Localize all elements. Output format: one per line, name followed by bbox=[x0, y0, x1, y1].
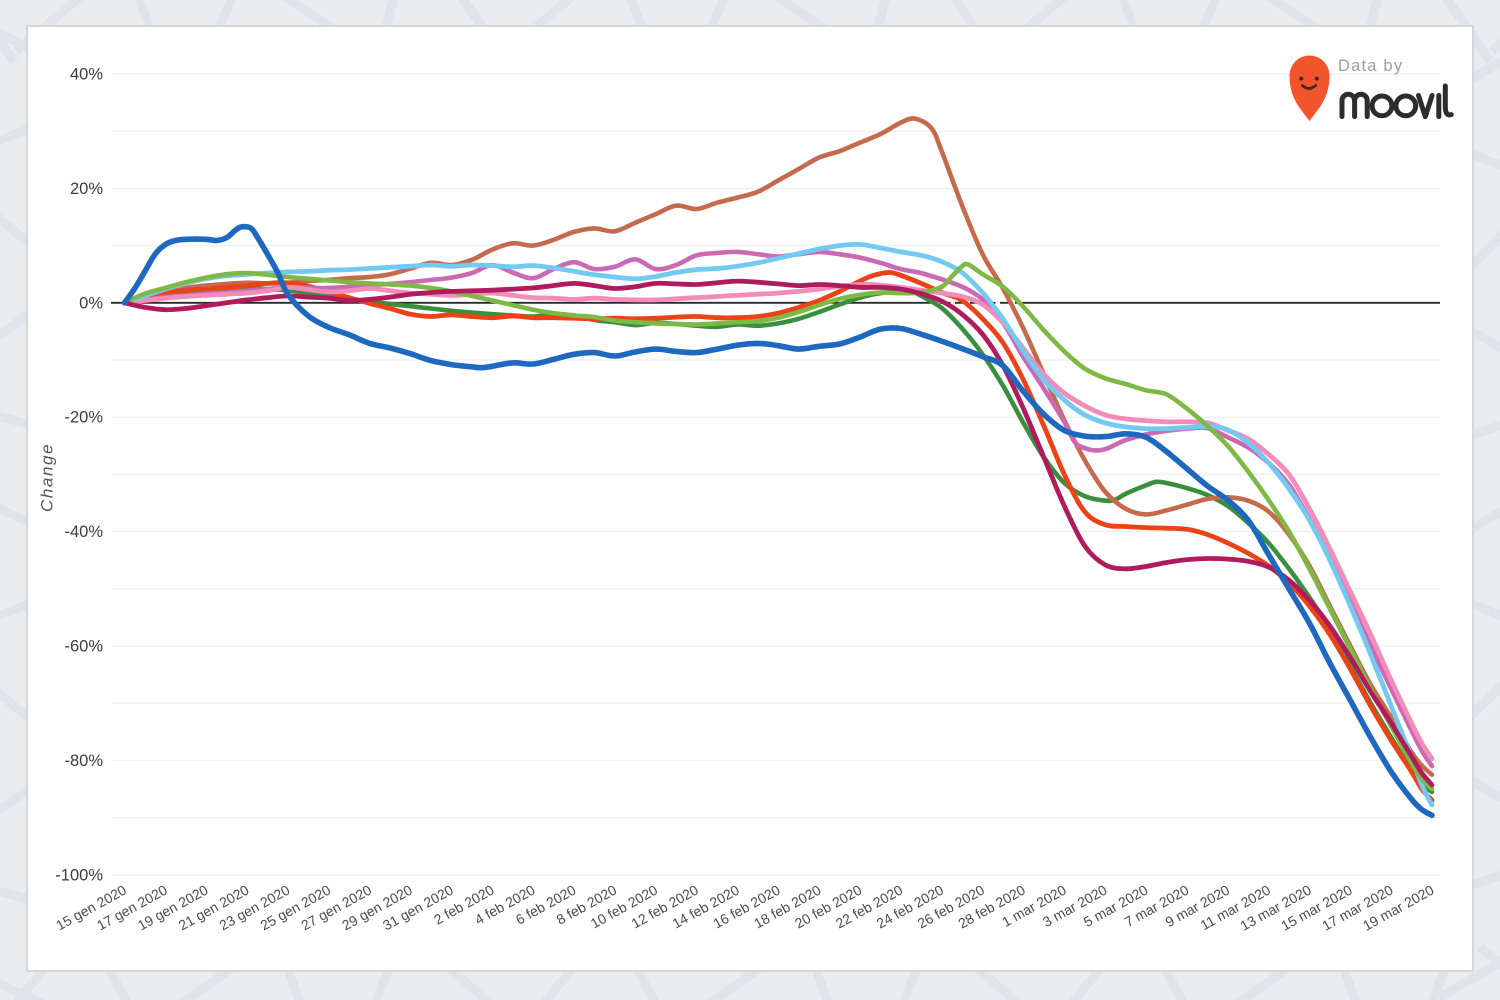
svg-text:0%: 0% bbox=[79, 294, 103, 312]
svg-text:-80%: -80% bbox=[64, 752, 103, 770]
svg-text:-100%: -100% bbox=[55, 866, 103, 884]
svg-text:Data by: Data by bbox=[1338, 57, 1403, 75]
svg-text:-20%: -20% bbox=[64, 409, 103, 427]
svg-text:40%: 40% bbox=[70, 66, 103, 84]
svg-text:-60%: -60% bbox=[64, 638, 103, 656]
svg-text:20%: 20% bbox=[70, 180, 103, 198]
svg-text:Change: Change bbox=[38, 443, 57, 512]
svg-text:-40%: -40% bbox=[64, 523, 103, 541]
